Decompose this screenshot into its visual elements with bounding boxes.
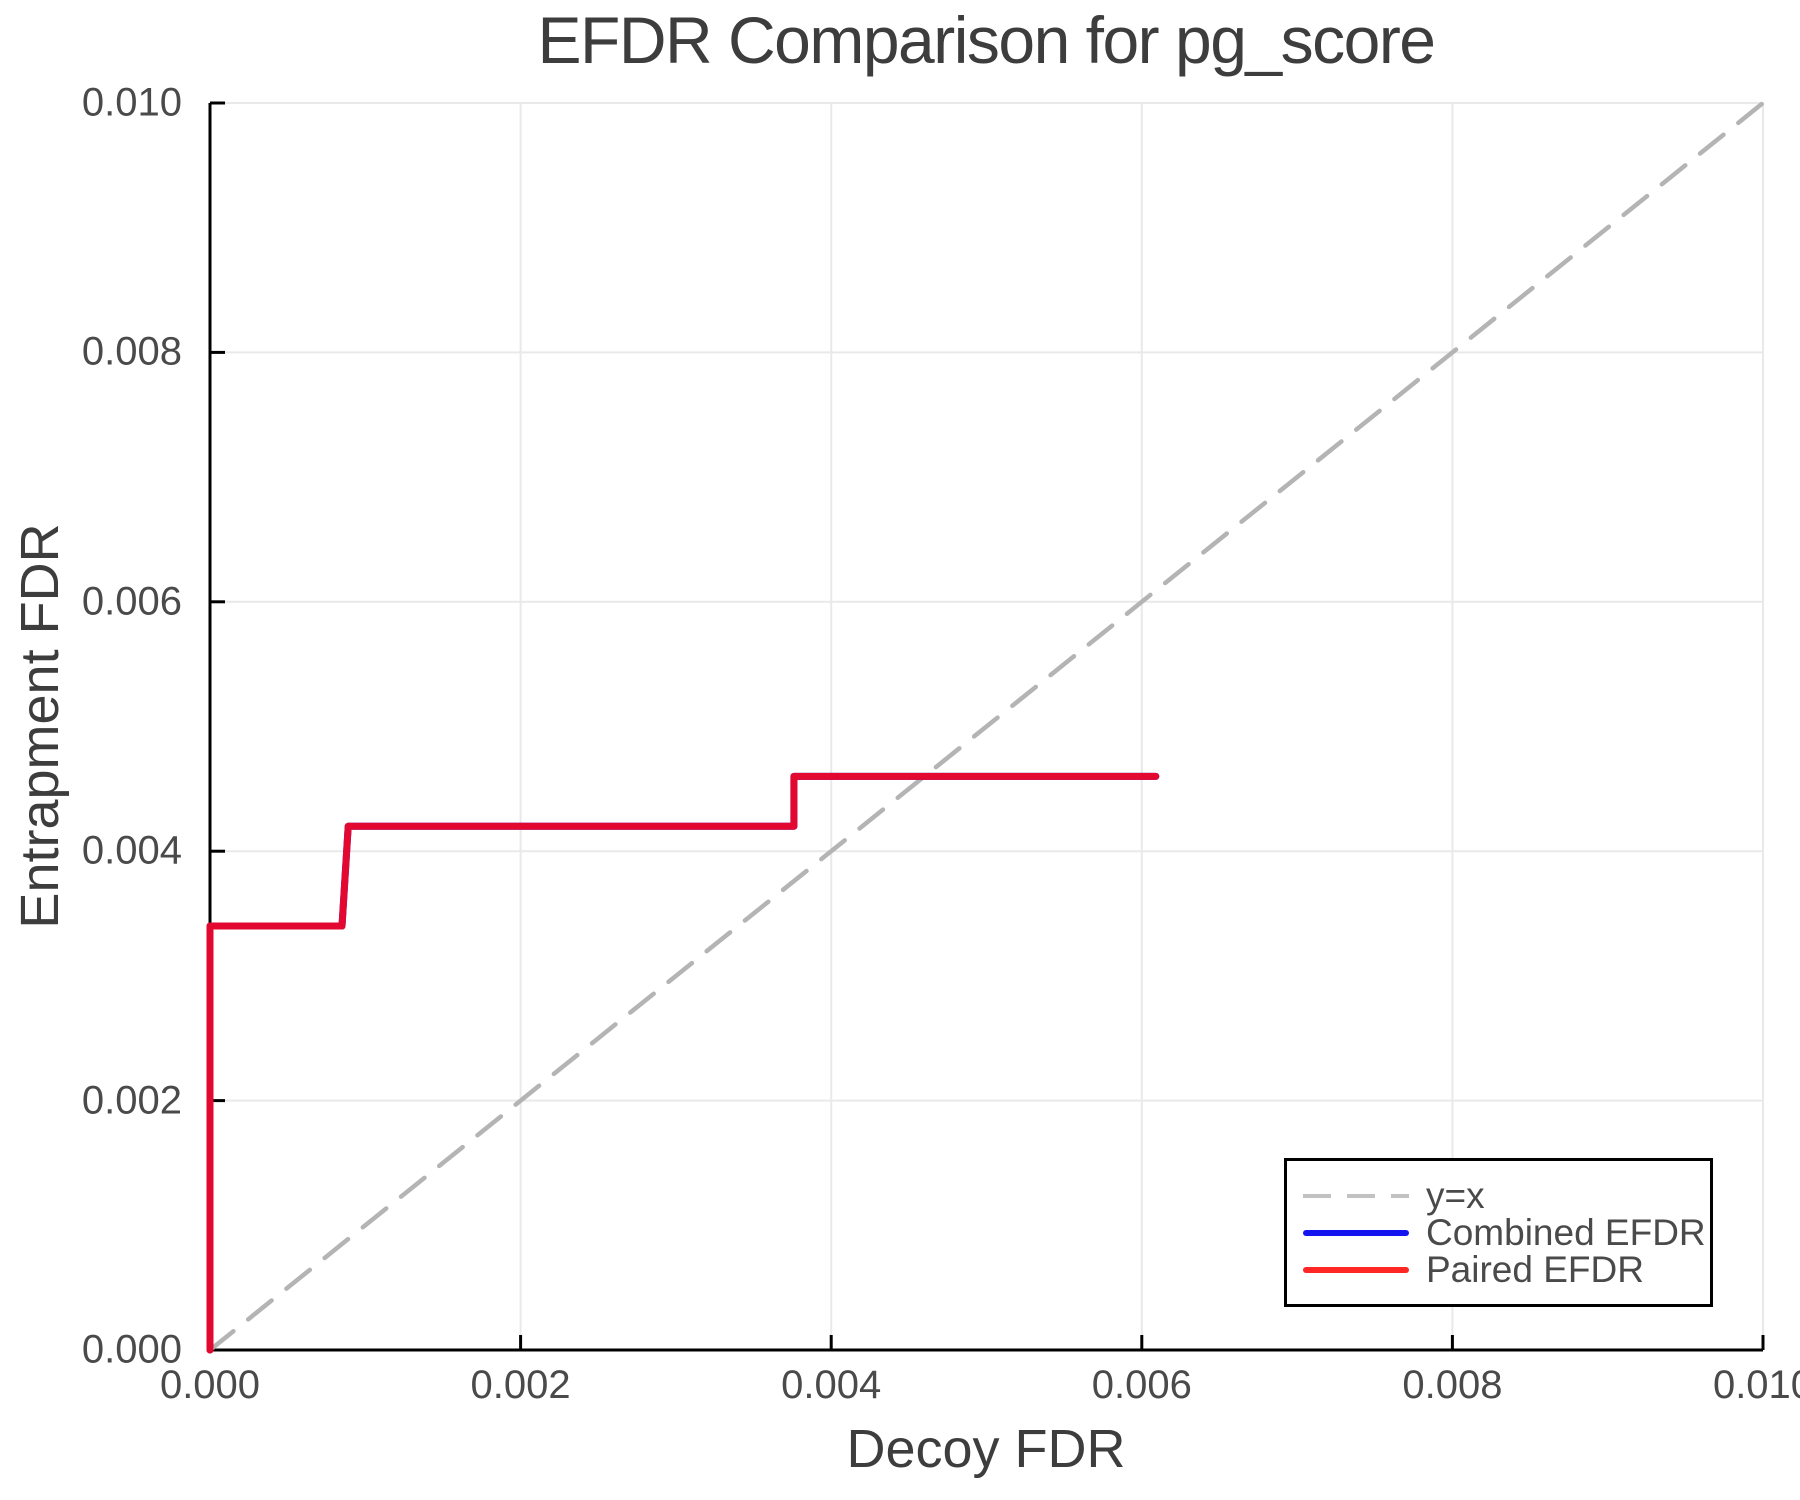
y-tick-label: 0.004	[81, 828, 182, 873]
legend-label: Paired EFDR	[1426, 1248, 1644, 1290]
legend-entry-y-x: y=x	[1287, 1174, 1710, 1216]
legend-box: y=x Combined EFDR Paired EFDR	[1284, 1158, 1713, 1307]
y-tick-label: 0.000	[81, 1327, 182, 1372]
x-tick-label: 0.010	[1712, 1363, 1800, 1407]
chart-title: EFDR Comparison for pg_score	[537, 3, 1436, 77]
x-tick-label: 0.006	[1091, 1363, 1192, 1407]
x-tick-label: 0.000	[159, 1363, 261, 1407]
combined-efdr-line	[206, 772, 1160, 1354]
paired-efdr-legend-swatch	[1303, 1266, 1409, 1273]
y-tick-label: 0.006	[81, 579, 182, 624]
legend-label: y=x	[1426, 1174, 1485, 1216]
y-tick-label: 0.002	[81, 1078, 182, 1123]
combined-efdr-legend-swatch	[1303, 1229, 1409, 1236]
x-tick-label: 0.002	[470, 1363, 571, 1407]
legend-label: Combined EFDR	[1426, 1211, 1706, 1253]
y-tick-label: 0.010	[81, 80, 182, 125]
x-tick-label: 0.008	[1402, 1363, 1503, 1407]
x-tick-label: 0.004	[781, 1363, 882, 1407]
y-axis-title: Entrapment FDR	[10, 523, 70, 929]
paired-efdr-line	[206, 772, 1160, 1354]
legend-entry-combined-efdr: Combined EFDR	[1287, 1211, 1710, 1253]
legend-entry-paired-efdr: Paired EFDR	[1287, 1248, 1710, 1290]
y-tick-label: 0.008	[81, 329, 182, 374]
y-x-legend-swatch	[1303, 1193, 1409, 1198]
x-axis-title: Decoy FDR	[846, 1419, 1126, 1479]
y-x-line	[207, 100, 1766, 1353]
